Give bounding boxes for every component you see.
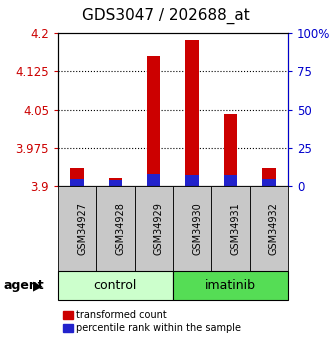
Bar: [109, 178, 122, 186]
Bar: [135, 186, 173, 271]
Text: control: control: [94, 279, 137, 292]
Bar: [58, 186, 96, 271]
Text: ▶: ▶: [33, 279, 43, 292]
Text: GDS3047 / 202688_at: GDS3047 / 202688_at: [82, 8, 249, 23]
Text: GSM34928: GSM34928: [116, 202, 125, 255]
Bar: [109, 180, 122, 186]
Bar: [173, 271, 288, 300]
Bar: [58, 271, 173, 300]
Bar: [262, 179, 275, 186]
Text: GSM34932: GSM34932: [269, 202, 279, 255]
Bar: [71, 179, 84, 186]
Text: GSM34930: GSM34930: [192, 202, 202, 255]
Text: GSM34927: GSM34927: [77, 202, 87, 255]
Bar: [250, 186, 288, 271]
Bar: [224, 175, 237, 186]
Legend: transformed count, percentile rank within the sample: transformed count, percentile rank withi…: [63, 310, 241, 333]
Bar: [185, 175, 199, 186]
Text: imatinib: imatinib: [205, 279, 256, 292]
Text: agent: agent: [3, 279, 44, 292]
Bar: [173, 186, 211, 271]
Bar: [71, 168, 84, 186]
Bar: [262, 168, 275, 186]
Bar: [224, 114, 237, 186]
Text: GSM34931: GSM34931: [230, 202, 240, 255]
Bar: [96, 186, 135, 271]
Bar: [147, 56, 161, 186]
Bar: [185, 40, 199, 186]
Bar: [211, 186, 250, 271]
Text: GSM34929: GSM34929: [154, 202, 164, 255]
Bar: [147, 174, 161, 186]
